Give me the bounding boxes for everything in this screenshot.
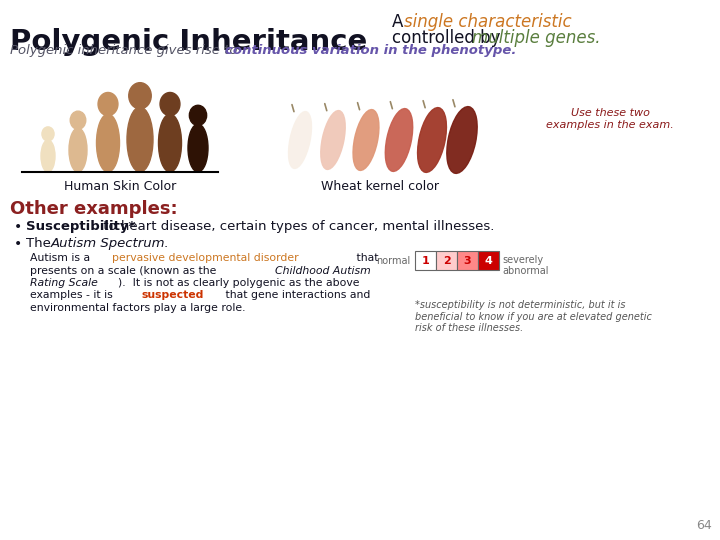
Text: Susceptibility*: Susceptibility* [26,220,135,233]
Ellipse shape [321,111,345,170]
Text: normal: normal [376,255,410,266]
Bar [457,251,478,270]
Text: Polygenic Inheritance: Polygenic Inheritance [10,28,367,56]
Text: The: The [26,237,55,250]
Ellipse shape [160,92,180,116]
Text: abnormal: abnormal [502,266,549,276]
Ellipse shape [69,128,87,172]
Text: multiple genes.: multiple genes. [472,29,600,47]
Text: Autism is a: Autism is a [30,253,94,263]
Ellipse shape [447,106,477,173]
Bar [415,251,436,270]
Text: continuous variation in the phenotype.: continuous variation in the phenotype. [225,44,516,57]
Ellipse shape [158,114,181,172]
Ellipse shape [129,83,151,109]
Text: severely: severely [502,255,543,265]
Text: Childhood Autism: Childhood Autism [275,266,371,275]
Text: environmental factors play a large role.: environmental factors play a large role. [30,303,246,313]
Ellipse shape [385,109,413,171]
Ellipse shape [42,127,54,141]
Ellipse shape [289,112,312,168]
Ellipse shape [41,140,55,172]
Text: A: A [392,13,409,31]
Text: ).  It is not as clearly polygenic as the above: ). It is not as clearly polygenic as the… [117,278,359,288]
Ellipse shape [127,107,153,172]
Text: •: • [14,237,22,251]
Text: Rating Scale: Rating Scale [30,278,98,288]
Text: Human Skin Color: Human Skin Color [64,180,176,193]
Text: that: that [353,253,379,263]
Text: Polygenic inheritance gives rise to: Polygenic inheritance gives rise to [10,44,242,57]
Text: Autism Spectrum.: Autism Spectrum. [51,237,170,250]
Text: pervasive developmental disorder: pervasive developmental disorder [112,253,299,263]
Text: presents on a scale (known as the: presents on a scale (known as the [30,266,220,275]
Ellipse shape [189,105,207,125]
Text: 3: 3 [464,255,472,266]
Text: 4: 4 [485,255,492,266]
Text: Use these two
examples in the exam.: Use these two examples in the exam. [546,108,674,130]
Text: Other examples:: Other examples: [10,200,178,218]
Text: 2: 2 [443,255,451,266]
Text: 64: 64 [696,519,712,532]
Text: controlled by: controlled by [392,29,505,47]
Ellipse shape [71,111,86,129]
Text: that gene interactions and: that gene interactions and [222,291,370,300]
Text: suspected: suspected [141,291,204,300]
Bar [478,251,499,270]
Text: examples - it is: examples - it is [30,291,116,300]
Ellipse shape [96,114,120,172]
Ellipse shape [98,92,118,116]
Text: to heart disease, certain types of cancer, mental illnesses.: to heart disease, certain types of cance… [99,220,495,233]
Text: Wheat kernel color: Wheat kernel color [321,180,439,193]
Text: 1: 1 [422,255,429,266]
Ellipse shape [418,107,446,172]
Bar [436,251,457,270]
Ellipse shape [188,124,208,172]
Text: •: • [14,220,22,234]
Text: single characteristic: single characteristic [404,13,572,31]
Text: *susceptibility is not deterministic, but it is
beneficial to know if you are at: *susceptibility is not deterministic, bu… [415,300,652,333]
Ellipse shape [353,110,379,171]
